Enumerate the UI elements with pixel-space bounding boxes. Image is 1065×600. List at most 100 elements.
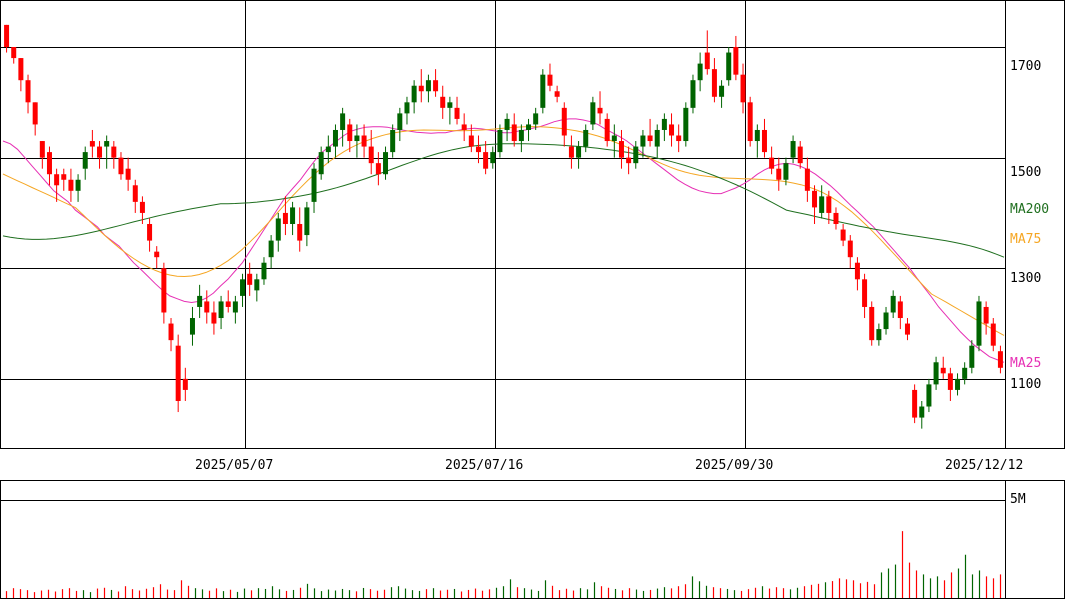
candle-down [568, 146, 574, 158]
candle-down [175, 345, 181, 401]
candle-down [669, 124, 675, 136]
candle-up [876, 329, 882, 341]
candlestick-layer [4, 24, 1003, 429]
candle-up [819, 196, 825, 213]
candle-down [204, 301, 210, 313]
candle-down [225, 301, 231, 307]
price-panel-frame [0, 0, 1065, 449]
candle-down [912, 389, 918, 418]
candle-down [733, 47, 739, 75]
candle-up [254, 279, 260, 291]
candle-up [518, 129, 524, 142]
candle-down [604, 118, 610, 142]
candle-down [247, 273, 253, 285]
candle-up [104, 141, 110, 147]
candle-down [812, 190, 818, 208]
candle-up [304, 207, 310, 236]
candle-down [468, 135, 474, 147]
candle-up [325, 146, 331, 153]
candle-down [132, 185, 138, 202]
candle-up [969, 345, 975, 368]
candle-up [240, 279, 246, 296]
price-tick-label: 1100 [1010, 377, 1041, 392]
price-tick-label: 1300 [1010, 271, 1041, 286]
candle-down [676, 135, 682, 142]
ma25-line [2, 118, 1005, 363]
candle-down [761, 129, 767, 153]
candle-up [754, 129, 760, 142]
candle-down [647, 135, 653, 142]
candle-up [962, 367, 968, 379]
candle-up [661, 118, 667, 130]
candle-up [719, 85, 725, 97]
candle-down [89, 141, 95, 147]
volume-layer [5, 531, 1002, 598]
candle-up [332, 129, 338, 147]
candle-up [218, 301, 224, 319]
candle-down [375, 163, 381, 175]
candle-down [39, 141, 45, 158]
candle-down [139, 201, 145, 213]
candle-up [490, 152, 496, 164]
candle-up [883, 312, 889, 330]
candle-up [261, 262, 267, 280]
candle-down [997, 351, 1003, 368]
candle-up [189, 318, 195, 335]
ma75-line [2, 126, 1005, 336]
ma25-legend-label: MA25 [1010, 356, 1041, 371]
candle-up [654, 129, 660, 147]
price-tick-label: 1700 [1010, 59, 1041, 74]
candle-up [82, 152, 88, 169]
candle-down [297, 224, 303, 241]
candle-up [497, 129, 503, 153]
candle-down [483, 152, 489, 169]
candle-down [475, 146, 481, 153]
candle-down [433, 80, 439, 92]
candle-down [161, 268, 167, 313]
candle-up [197, 295, 203, 307]
candle-up [533, 113, 539, 125]
ma200-legend-label: MA200 [1010, 202, 1049, 217]
date-tick-label: 2025/12/12 [945, 458, 1023, 473]
candle-down [118, 157, 124, 175]
candle-down [854, 262, 860, 280]
candle-up [683, 107, 689, 142]
volume-tick-label: 5M [1010, 492, 1026, 507]
candle-down [990, 323, 996, 346]
candle-up [404, 102, 410, 114]
candle-down [776, 168, 782, 180]
candle-up [919, 406, 925, 418]
candle-down [11, 47, 17, 59]
candle-up [890, 295, 896, 313]
candle-up [340, 113, 346, 130]
candle-down [440, 96, 446, 108]
candle-down [111, 146, 117, 158]
candle-up [318, 152, 324, 175]
candle-down [547, 74, 553, 86]
candle-down [282, 212, 288, 224]
moving-average-layer [2, 118, 1005, 363]
date-tick-label: 2025/07/16 [445, 458, 523, 473]
candle-up [311, 168, 317, 202]
candle-up [955, 378, 961, 390]
candle-down [211, 312, 217, 324]
candle-down [797, 146, 803, 164]
candle-up [976, 301, 982, 346]
candle-up [268, 240, 274, 258]
candle-up [576, 146, 582, 158]
candle-up [504, 118, 510, 130]
candle-up [411, 85, 417, 103]
candle-up [390, 129, 396, 153]
candle-down [840, 229, 846, 241]
candle-down [897, 301, 903, 319]
candle-down [32, 102, 38, 125]
candle-down [940, 367, 946, 374]
candle-up [783, 163, 789, 180]
candle-down [361, 135, 367, 147]
candle-down [25, 80, 31, 103]
candle-down [804, 168, 810, 191]
candle-down [147, 224, 153, 241]
candle-down [704, 52, 710, 70]
candle-down [904, 323, 910, 335]
